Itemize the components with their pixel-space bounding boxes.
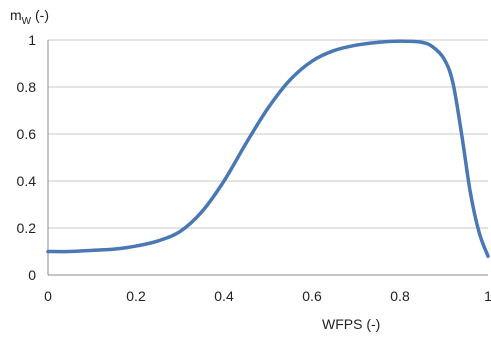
grid	[48, 39, 488, 229]
x-tick-label-3: 0.6	[302, 288, 322, 304]
x-axis-title: WFPS (-)	[322, 316, 380, 332]
y-tick-label-0: 0	[28, 267, 36, 283]
y-tick-labels: 0 0.2 0.4 0.6 0.8 1	[17, 32, 37, 283]
y-tick-label-5: 1	[28, 32, 36, 48]
y-tick-label-1: 0.2	[17, 220, 37, 236]
x-tick-label-1: 0.2	[126, 288, 146, 304]
y-tick-label-3: 0.6	[17, 126, 37, 142]
y-axis-title: mW (-)	[10, 7, 49, 27]
series-group	[46, 39, 490, 258]
y-axis-title-sub: W	[22, 16, 32, 27]
x-tick-label-4: 0.8	[390, 288, 410, 304]
x-tick-label-2: 0.4	[214, 288, 234, 304]
axes	[47, 40, 488, 276]
y-tick-label-4: 0.8	[17, 79, 37, 95]
x-tick-label-5: 1	[484, 288, 491, 304]
y-tick-label-2: 0.4	[17, 173, 37, 189]
y-axis-title-main: m	[10, 7, 22, 23]
x-tick-labels: 0 0.2 0.4 0.6 0.8 1	[44, 288, 491, 304]
x-tick-label-0: 0	[44, 288, 52, 304]
series-line-0	[46, 39, 490, 258]
y-axis-title-suffix: (-)	[31, 7, 49, 23]
